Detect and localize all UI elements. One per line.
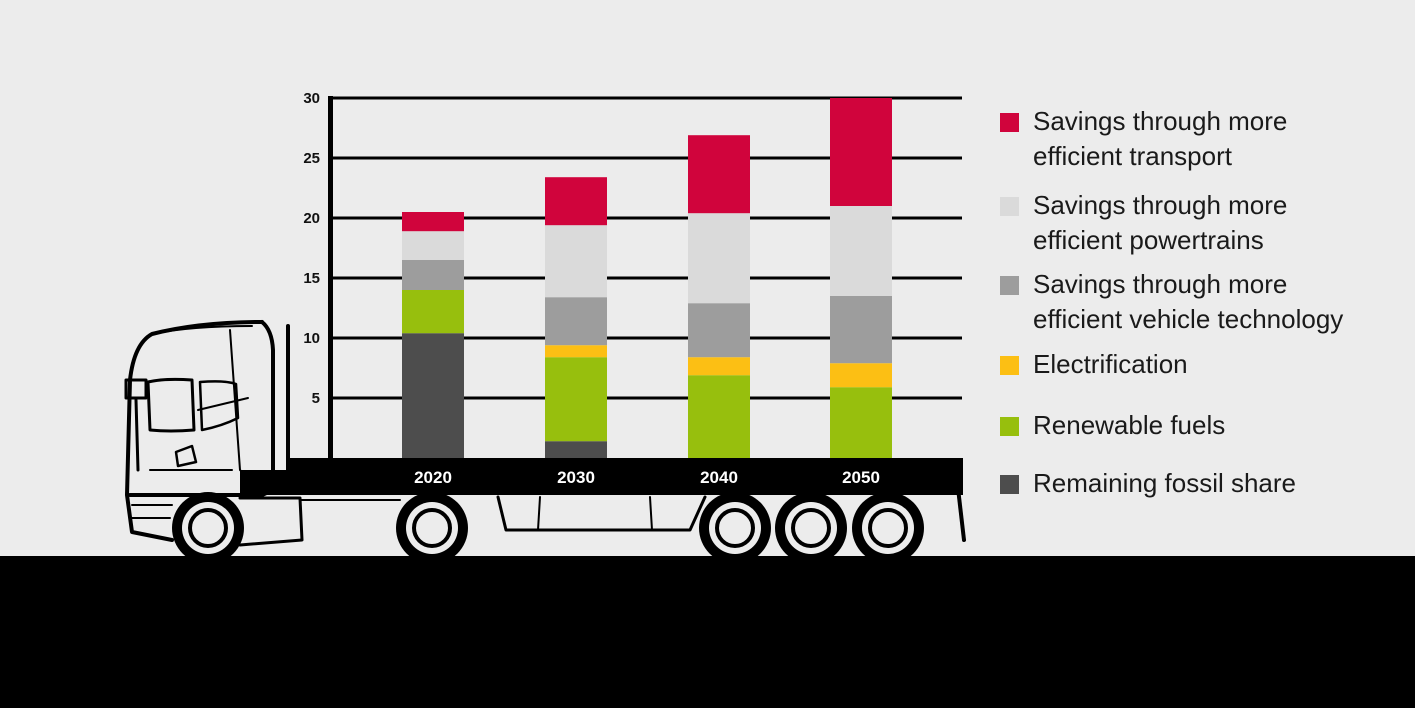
ground (0, 556, 1415, 708)
trailer-deck (288, 458, 963, 495)
legend-label-renewable-fuels: Renewable fuels (1033, 410, 1226, 440)
x-tick-label-2050: 2050 (842, 468, 880, 487)
x-tick-label-2040: 2040 (700, 468, 738, 487)
bar-segment-2040-4 (688, 213, 750, 304)
bar-segment-2050-5 (830, 98, 892, 206)
legend-item-vehicle-technology: Savings through more efficient vehicle t… (1000, 267, 1343, 337)
bar-segment-2020-5 (402, 212, 464, 232)
bar-segment-2020-1 (402, 290, 464, 334)
bar-segment-2040-3 (688, 303, 750, 358)
bar-segment-2020-0 (402, 333, 464, 458)
bar-segment-2050-4 (830, 206, 892, 296)
y-tick-label: 10 (303, 330, 320, 347)
x-tick-label-2020: 2020 (414, 468, 452, 487)
legend-label-vehicle-technology: Savings through more efficient vehicle t… (1033, 269, 1344, 334)
category-labels: 2020 2030 2040 2050 (414, 468, 880, 487)
legend-item-fossil-share: Remaining fossil share (1000, 466, 1296, 501)
y-tick-labels: 5 10 15 20 25 30 (303, 90, 320, 407)
bar-segment-2040-1 (688, 375, 750, 458)
y-tick-label: 20 (303, 210, 320, 227)
bar-segment-2030-2 (545, 345, 607, 358)
legend-swatch-transport (1000, 113, 1019, 132)
legend-label-transport: Savings through more efficient transport (1033, 106, 1288, 171)
y-axis-line (328, 96, 333, 458)
truck-cab-base (240, 470, 300, 495)
bar-segment-2020-4 (402, 231, 464, 260)
y-tick-label: 30 (303, 90, 320, 107)
y-tick-label: 25 (303, 150, 320, 167)
truck-wheels (172, 492, 924, 564)
y-tick-label: 5 (312, 390, 320, 407)
bar-segment-2030-5 (545, 177, 607, 226)
bar-segment-2040-5 (688, 135, 750, 214)
legend-swatch-renewable-fuels (1000, 417, 1019, 436)
legend-swatch-powertrains (1000, 197, 1019, 216)
bar-segment-2050-2 (830, 363, 892, 388)
bar-segment-2030-3 (545, 297, 607, 346)
legend-swatch-fossil-share (1000, 475, 1019, 494)
bar-segment-2050-1 (830, 387, 892, 458)
x-tick-label-2030: 2030 (557, 468, 595, 487)
bar-segment-2030-0 (545, 441, 607, 458)
legend-item-renewable-fuels: Renewable fuels (1000, 408, 1225, 443)
legend-label-fossil-share: Remaining fossil share (1033, 468, 1297, 498)
bar-segment-2020-3 (402, 260, 464, 290)
legend-label-electrification: Electrification (1033, 349, 1188, 379)
bar-segment-2050-3 (830, 296, 892, 364)
legend-item-electrification: Electrification (1000, 347, 1188, 382)
truck-illustration (124, 320, 966, 547)
legend-swatch-electrification (1000, 356, 1019, 375)
y-tick-label: 15 (303, 270, 320, 287)
bar-segment-2030-4 (545, 225, 607, 298)
legend-item-powertrains: Savings through more efficient powertrai… (1000, 188, 1287, 258)
legend-item-transport: Savings through more efficient transport (1000, 104, 1287, 174)
bar-segment-2040-2 (688, 357, 750, 376)
bar-segment-2030-1 (545, 357, 607, 442)
legend-swatch-vehicle-technology (1000, 276, 1019, 295)
bars (402, 98, 892, 458)
legend-label-powertrains: Savings through more efficient powertrai… (1033, 190, 1288, 255)
